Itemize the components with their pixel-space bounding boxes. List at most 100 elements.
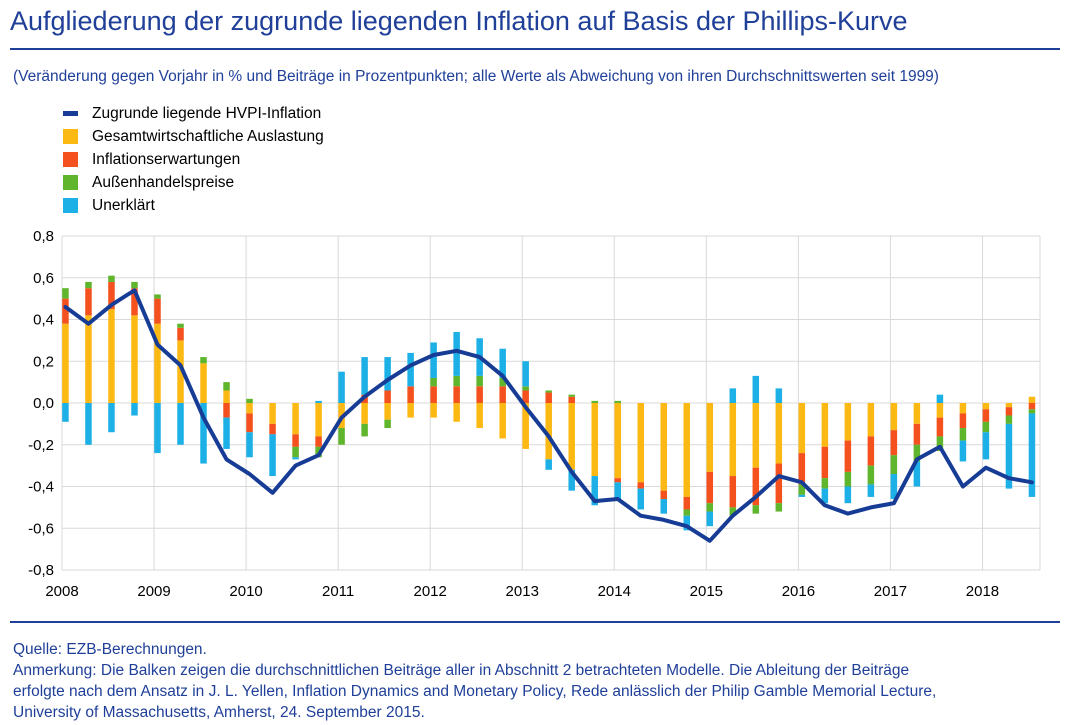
bar-unerklaert	[246, 432, 253, 458]
bar-unerklaert	[913, 461, 921, 487]
bar-erwartungen	[729, 476, 737, 508]
bar-erwartungen	[1028, 403, 1036, 410]
x-tick-label: 2010	[229, 583, 262, 600]
bar-aussenhandel	[223, 382, 230, 391]
bar-auslastung	[361, 403, 368, 424]
bar-unerklaert	[545, 459, 552, 470]
legend-swatch-erwartungen	[63, 152, 78, 167]
x-tick-label: 2014	[598, 583, 631, 600]
y-tick-label: 0,2	[33, 353, 54, 370]
footer-note-line-2: erfolgte nach dem Ansatz in J. L. Yellen…	[13, 683, 937, 700]
bar-aussenhandel	[131, 281, 138, 289]
bar-auslastung	[315, 403, 322, 437]
bar-unerklaert	[683, 515, 691, 531]
bar-auslastung	[798, 403, 806, 454]
bar-auslastung	[154, 323, 161, 403]
legend-label-aussenhandel: Außenhandelspreise	[92, 173, 235, 191]
bar-aussenhandel	[177, 323, 184, 328]
bar-erwartungen	[62, 298, 69, 324]
bar-unerklaert	[1028, 413, 1036, 497]
legend-item-aussenhandel: Außenhandelspreise	[63, 171, 324, 194]
y-tick-label: 0,8	[33, 228, 54, 245]
bar-erwartungen	[407, 386, 414, 403]
legend-label-erwartungen: Inflationserwartungen	[92, 150, 241, 168]
bar-erwartungen	[223, 403, 230, 418]
bar-unerklaert	[729, 388, 737, 403]
bar-erwartungen	[315, 436, 322, 447]
bar-unerklaert	[131, 403, 138, 416]
bar-aussenhandel	[844, 471, 852, 487]
bar-unerklaert	[936, 394, 944, 403]
bar-aussenhandel	[752, 505, 760, 514]
bar-erwartungen	[775, 463, 783, 504]
bar-erwartungen	[499, 386, 506, 403]
bar-unerklaert	[499, 348, 506, 378]
bar-auslastung	[453, 403, 460, 422]
legend-item-erwartungen: Inflationserwartungen	[63, 148, 324, 171]
legend: Zugrunde liegende HVPI-Inflation Gesamtw…	[63, 102, 324, 217]
bar-auslastung	[108, 309, 115, 403]
footer-rule	[10, 621, 1060, 623]
bar-unerklaert	[637, 488, 644, 510]
y-tick-label: -0,8	[28, 562, 54, 579]
bar-unerklaert	[844, 486, 852, 504]
bar-auslastung	[683, 403, 691, 497]
bar-erwartungen	[453, 386, 460, 403]
bar-auslastung	[131, 315, 138, 403]
bar-unerklaert	[798, 494, 806, 497]
bar-auslastung	[1005, 403, 1013, 408]
bar-erwartungen	[959, 413, 967, 429]
bar-auslastung	[476, 403, 483, 429]
bar-erwartungen	[637, 482, 644, 489]
bar-aussenhandel	[430, 377, 437, 387]
bar-aussenhandel	[108, 275, 115, 282]
bar-aussenhandel	[982, 421, 990, 433]
bar-aussenhandel	[1005, 415, 1013, 424]
bar-unerklaert	[982, 432, 990, 460]
legend-label-hvpi: Zugrunde liegende HVPI-Inflation	[92, 104, 322, 122]
legend-item-unerklaert: Unerklärt	[63, 194, 324, 217]
bar-unerklaert	[315, 400, 322, 403]
bar-auslastung	[384, 403, 391, 420]
bar-aussenhandel	[683, 509, 691, 516]
legend-swatch-aussenhandel	[63, 175, 78, 190]
bar-auslastung	[660, 403, 668, 491]
bar-unerklaert	[752, 375, 760, 403]
bar-unerklaert	[775, 388, 783, 403]
legend-item-hvpi: Zugrunde liegende HVPI-Inflation	[63, 102, 324, 125]
bar-erwartungen	[246, 413, 253, 433]
bar-auslastung	[177, 340, 184, 403]
bar-auslastung	[637, 403, 644, 483]
y-tick-label: -0,6	[28, 520, 54, 537]
bar-erwartungen	[936, 417, 944, 437]
bar-unerklaert	[62, 403, 69, 422]
bar-auslastung	[246, 403, 253, 414]
chart-title: Aufgliederung der zugrunde liegenden Inf…	[10, 6, 908, 36]
bar-unerklaert	[522, 361, 529, 387]
legend-label-auslastung: Gesamtwirtschaftliche Auslastung	[92, 127, 324, 145]
bar-auslastung	[706, 403, 714, 472]
x-tick-label: 2018	[966, 583, 999, 600]
bar-auslastung	[499, 403, 506, 439]
bar-erwartungen	[522, 390, 529, 403]
bar-erwartungen	[614, 478, 621, 483]
x-tick-label: 2009	[137, 583, 170, 600]
bar-unerklaert	[407, 352, 414, 387]
footer-source: Quelle: EZB-Berechnungen.	[13, 641, 207, 658]
bar-aussenhandel	[522, 386, 529, 391]
bar-erwartungen	[1005, 407, 1013, 416]
bar-erwartungen	[683, 496, 691, 510]
bar-aussenhandel	[361, 423, 368, 437]
bar-auslastung	[545, 403, 552, 460]
bar-aussenhandel	[867, 465, 875, 485]
x-tick-label: 2016	[782, 583, 815, 600]
bar-auslastung	[591, 403, 598, 477]
bar-auslastung	[85, 315, 92, 403]
bar-unerklaert	[223, 417, 230, 449]
bar-aussenhandel	[62, 288, 69, 299]
bar-auslastung	[614, 403, 621, 479]
bar-unerklaert	[706, 511, 714, 527]
bar-unerklaert	[959, 440, 967, 462]
bar-erwartungen	[821, 446, 829, 479]
bar-erwartungen	[706, 471, 714, 504]
